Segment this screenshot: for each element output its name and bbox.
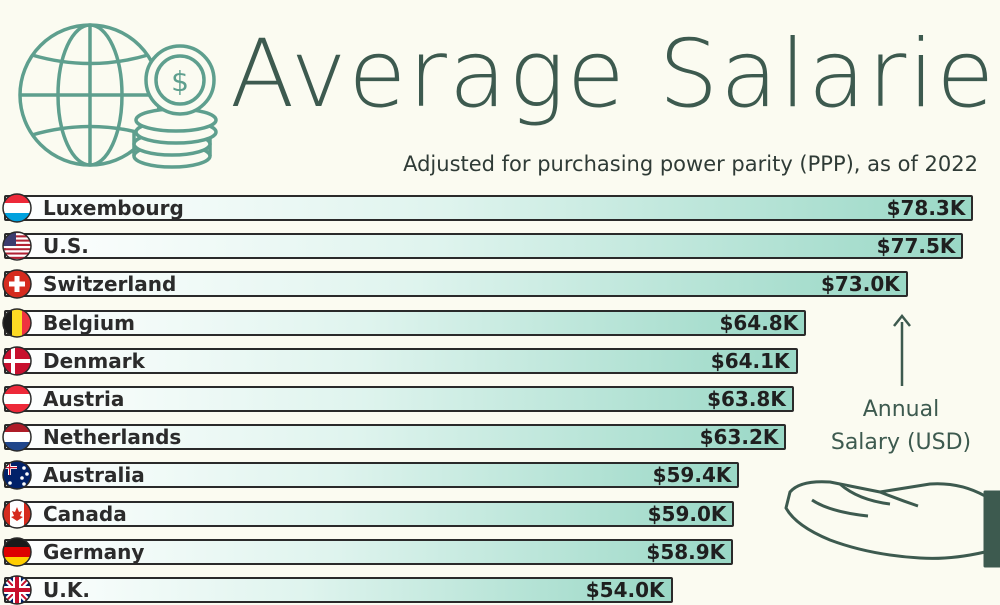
category-label: Denmark [43, 348, 145, 373]
bar-7 [4, 462, 740, 489]
netherlands-flag-icon [2, 422, 32, 452]
bar-3 [4, 309, 807, 336]
value-label: $63.8K [707, 387, 786, 411]
chart-title: Average Salaries [230, 20, 1000, 129]
value-label: $59.4K [652, 463, 732, 488]
bar-2 [4, 271, 908, 298]
us-flag-icon [2, 231, 32, 261]
category-label: Belgium [43, 310, 135, 335]
belgium-flag-icon [2, 307, 32, 338]
denmark-flag-icon [2, 346, 32, 376]
value-label: $77.5K [876, 234, 956, 259]
bar-5 [4, 386, 794, 412]
luxembourg-flag-icon [2, 193, 32, 223]
bar-0 [4, 195, 974, 221]
chart-subtitle: Adjusted for purchasing power parity (PP… [403, 152, 978, 176]
bar-6 [4, 424, 787, 451]
svg-text:$: $ [171, 65, 189, 98]
switzerland-flag-icon [2, 269, 32, 300]
value-label: $58.9K [646, 539, 726, 564]
category-label: Australia [43, 463, 145, 488]
value-label: $54.0K [585, 578, 665, 602]
coin-stack-icon: $ [132, 44, 218, 169]
bar-9 [4, 538, 734, 565]
value-label: $63.2K [699, 425, 779, 450]
category-label: U.S. [43, 234, 89, 259]
value-label: $64.8K [719, 310, 799, 335]
value-label: $64.1K [710, 348, 790, 373]
arrow-up-icon [893, 313, 911, 386]
canada-flag-icon [2, 498, 32, 529]
category-label: Austria [43, 387, 125, 411]
bar-4 [4, 347, 798, 374]
axis-annotation: Annual Salary (USD) [826, 393, 976, 459]
category-label: Germany [43, 539, 145, 564]
category-label: Luxembourg [43, 196, 184, 220]
australia-flag-icon [2, 460, 32, 491]
category-label: U.K. [43, 578, 90, 602]
category-label: Canada [43, 501, 127, 526]
category-label: Switzerland [43, 272, 177, 297]
globe-icon [18, 23, 162, 167]
value-label: $78.3K [886, 196, 966, 220]
uk-flag-icon [2, 575, 32, 605]
annotation-line-1: Annual [862, 397, 940, 422]
category-label: Netherlands [43, 425, 182, 450]
germany-flag-icon [2, 537, 32, 567]
value-label: $59.0K [647, 501, 727, 526]
austria-flag-icon [2, 384, 32, 414]
value-label: $73.0K [820, 272, 900, 297]
open-hand-icon [784, 480, 1000, 568]
bar-10 [4, 577, 673, 603]
bar-8 [4, 500, 735, 527]
annotation-line-2: Salary (USD) [830, 430, 972, 455]
